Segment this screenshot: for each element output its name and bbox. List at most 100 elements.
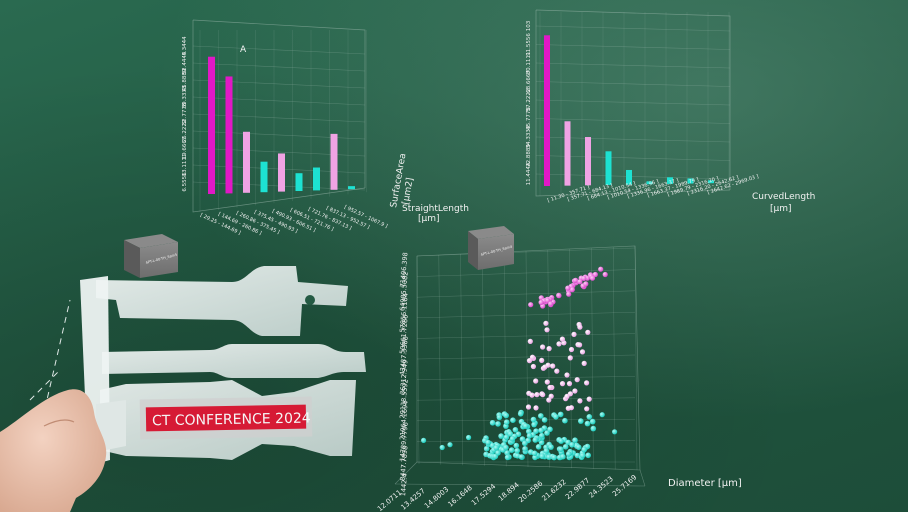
hand [0,389,107,512]
scatter-point [585,452,591,459]
scatter-point [578,418,584,424]
bar [544,35,550,186]
scatter-point [565,451,572,457]
y-tick-label: 19.6667 [182,136,188,159]
scatter-point [522,446,528,452]
scatter-point [541,417,548,423]
chart-marker-label: A [240,45,247,55]
scatter-point [554,368,560,374]
y-tick-label: 57856.1184 [398,293,409,333]
x-tick-label: 20.2586 [517,479,545,504]
banner-text: CT CONFERENCE 2024 [152,411,311,430]
bar [313,167,320,191]
scatter-point [568,346,575,353]
gridline [438,254,442,465]
scatter-point [559,381,566,387]
scatter-point [553,414,559,420]
gridline [416,354,636,360]
scatter-point [538,299,544,305]
y-tick-label: 103 [526,20,532,31]
gridline [591,247,594,469]
y-tick-label: 21964.1694 [398,400,409,440]
bar [646,181,653,185]
scatter-point [526,433,533,439]
scatter-point [533,405,539,411]
diameter-scatter-plot: 71406.39864985.508257856.118450661.72864… [376,245,742,512]
scatter-point [522,440,528,447]
scatter-point [526,358,533,364]
scatter-point [528,302,534,308]
scatter-point [574,377,580,383]
y-tick-label: 45.8889 [182,68,188,91]
scatter-point [556,341,562,347]
bar [585,137,591,186]
y-tick-label: 1442.4 [399,473,409,496]
bar [225,76,233,194]
scatter-point [598,266,604,272]
chart-grid [192,19,366,213]
gridline [192,113,366,123]
scatter-point [577,342,583,348]
x-axis-label: StraightLength [402,204,469,214]
bars [544,35,714,186]
scatter-point [518,454,525,460]
scatter-point [513,442,520,449]
gridline [416,333,636,339]
y-tick-label: 36312.949 [398,359,409,395]
scatter-point [551,454,557,461]
y-tick-label: 45.7778 [526,107,532,130]
y-tick-label: 39.3333 [182,85,188,108]
scatter-point [569,442,575,448]
scatter-point [584,420,591,427]
gridline [460,253,463,466]
scatter-point [539,432,545,439]
y-tick-label: 32.7778 [182,102,188,125]
bar [667,177,673,184]
scatter-point [544,379,550,385]
bar [243,131,250,193]
scatter-point [569,287,575,293]
gridline [192,45,366,55]
gridline [416,255,420,465]
surface-area-bar-chart: 5.344452.444445.888939.333332.777826.222… [182,19,469,237]
sample-cube-1[interactable]: 4PT-L-00-TH_Sam5 [124,234,178,278]
x-axis-unit: [µm] [418,214,440,224]
scatter-point [538,413,544,419]
scatter-point [507,431,514,437]
scatter-point [529,392,535,398]
scatter-point [447,442,453,448]
scatter-point [496,414,503,421]
scatter-point [421,437,427,443]
y-tick-label: 5.3444 [182,36,188,56]
gridline [416,397,636,401]
gridline [535,44,731,50]
y-tick-label: 11.4444 [526,162,532,185]
scatter-point [577,324,583,330]
scatter-point [503,412,510,419]
sample-cube-2[interactable]: 4PT-L-00-TH_Sam4 [468,226,514,270]
scatter-point [589,418,596,425]
scatter-point [559,336,566,342]
gridline [416,418,636,422]
scatter-point [574,452,581,459]
scatter-point [517,411,524,417]
y-tick-label: 71406.398 [398,252,409,288]
scatter-point [581,360,587,366]
scatter-point [489,420,496,426]
scatter-point [503,444,509,451]
scatter-point [566,291,572,297]
scatter-point [575,444,582,451]
y-tick-label: 80.1111 [526,52,532,75]
scatter-point [577,279,583,285]
scatter-point [509,436,516,442]
scatter-point [548,301,554,307]
y-axis-ticks: 71406.39864985.508257856.118450661.72864… [398,252,409,497]
x-tick-label: 24.3523 [587,475,614,500]
scatter-point [568,405,575,411]
scatter-point [483,445,490,452]
gridline [416,376,636,380]
scatter-point [558,438,564,444]
scatter-point [545,297,551,303]
y-tick-label: 50661.7286 [398,314,409,354]
